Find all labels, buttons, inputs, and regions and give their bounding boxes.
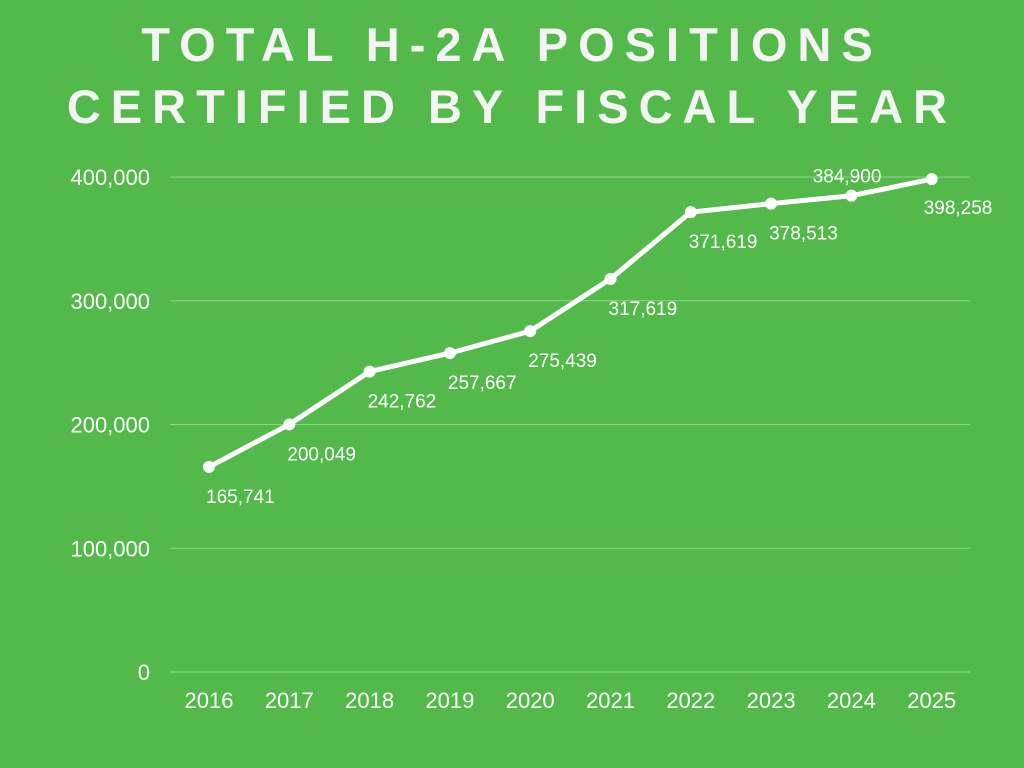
series-line (206, 176, 935, 470)
data-label: 398,258 (924, 198, 993, 219)
y-tick-label: 400,000 (70, 165, 150, 190)
chart-title: TOTAL H-2A POSITIONS CERTIFIED BY FISCAL… (0, 14, 1024, 138)
data-label: 275,439 (528, 351, 597, 372)
data-point (283, 418, 296, 431)
x-tick-label: 2021 (586, 688, 635, 713)
data-label: 317,619 (609, 299, 678, 320)
x-tick-label: 2025 (907, 688, 956, 713)
grid-layer (170, 176, 970, 673)
data-labels: 165,741 200,049 242,762 257,667 275,439 317,6… (206, 167, 992, 508)
y-tick-label: 200,000 (70, 413, 150, 438)
data-points (203, 173, 938, 473)
y-tick-label: 0 (138, 660, 150, 685)
data-point (684, 206, 697, 219)
x-tick-label: 2023 (747, 688, 796, 713)
data-label: 371,619 (689, 232, 758, 253)
data-point (765, 197, 778, 210)
data-point (363, 365, 376, 378)
chart-title-line-1: TOTAL H-2A POSITIONS (141, 18, 883, 71)
data-label: 242,762 (368, 392, 437, 413)
x-tick-label: 2022 (666, 688, 715, 713)
data-label: 257,667 (448, 373, 517, 394)
data-label: 165,741 (206, 487, 275, 508)
x-axis-tick-labels: 2016 2017 2018 2019 2020 2021 2022 2023 2024 2025 (185, 688, 957, 713)
x-tick-label: 2024 (827, 688, 876, 713)
data-point (925, 173, 938, 186)
x-tick-label: 2017 (265, 688, 314, 713)
y-tick-label: 100,000 (70, 536, 150, 561)
data-point (604, 272, 617, 285)
series-layer (206, 176, 935, 470)
y-tick-label: 300,000 (70, 289, 150, 314)
x-tick-label: 2019 (425, 688, 474, 713)
data-label: 200,049 (287, 444, 356, 465)
data-label: 378,513 (769, 224, 838, 245)
x-tick-label: 2018 (345, 688, 394, 713)
x-tick-label: 2020 (506, 688, 555, 713)
y-axis-tick-labels: 0 100,000 200,000 300,000 400,000 (70, 165, 150, 685)
data-point (845, 189, 858, 202)
chart-title-line-2: CERTIFIED BY FISCAL YEAR (66, 80, 958, 133)
x-tick-label: 2016 (185, 688, 234, 713)
data-point (443, 347, 456, 360)
data-label: 384,900 (813, 167, 882, 188)
data-point (203, 460, 215, 473)
data-point (524, 325, 537, 338)
